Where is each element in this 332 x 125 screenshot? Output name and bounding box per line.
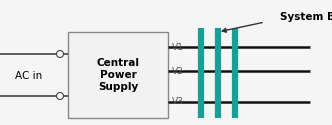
Text: Central
Power
Supply: Central Power Supply	[97, 58, 139, 92]
Text: AC in: AC in	[15, 71, 42, 81]
Circle shape	[56, 50, 63, 58]
Text: V1: V1	[172, 42, 184, 51]
Text: V3: V3	[172, 98, 184, 106]
Bar	[68, 32, 168, 118]
Text: V2: V2	[172, 66, 184, 76]
Circle shape	[56, 92, 63, 100]
Text: System Boards: System Boards	[280, 12, 332, 22]
